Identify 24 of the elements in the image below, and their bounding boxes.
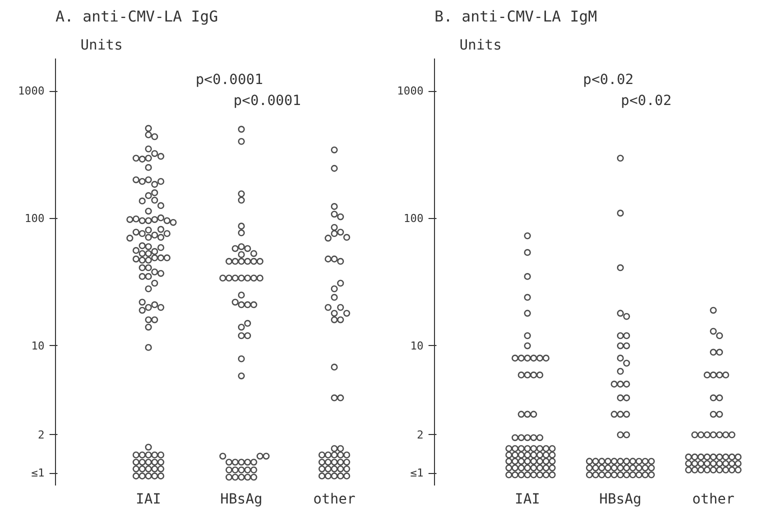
chart-title: B. anti-CMV-LA IgM [434, 8, 598, 26]
y-tick-label: 100 [24, 212, 45, 225]
x-tick-label: IAI [514, 492, 540, 508]
y-tick-label: 1000 [18, 84, 45, 98]
y-tick-label: ≤1 [410, 466, 424, 480]
y-tick-label: 2 [38, 428, 44, 442]
annotation: p<0.02 [583, 72, 634, 88]
annotation: p<0.02 [620, 93, 672, 110]
y-axis-title: Units [80, 38, 123, 54]
x-tick-label: other [692, 492, 734, 508]
x-tick-label: other [313, 492, 356, 508]
annotation: p<0.0001 [234, 93, 301, 110]
y-tick-label: 10 [410, 339, 424, 352]
x-tick-label: HBsAg [599, 492, 642, 508]
chart-title: A. anti-CMV-LA IgG [56, 8, 218, 26]
y-tick-label: ≤1 [31, 466, 45, 480]
annotation: p<0.0001 [196, 72, 264, 88]
y-tick-label: 10 [31, 339, 45, 352]
x-tick-label: IAI [136, 492, 162, 508]
x-tick-label: HBsAg [220, 492, 262, 508]
y-tick-label: 1000 [397, 84, 424, 98]
y-tick-label: 2 [416, 428, 424, 442]
y-tick-label: 100 [404, 212, 424, 225]
y-axis-title: Units [460, 38, 502, 54]
